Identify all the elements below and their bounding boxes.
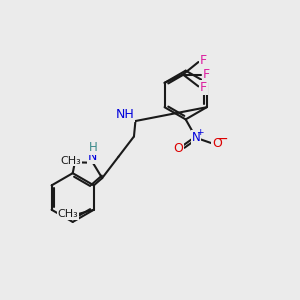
Text: N: N	[192, 131, 200, 144]
Text: N: N	[88, 150, 98, 163]
Text: O: O	[173, 142, 183, 155]
Text: O: O	[212, 137, 222, 150]
Text: F: F	[200, 81, 207, 94]
Text: NH: NH	[116, 108, 134, 121]
Text: CH₃: CH₃	[60, 155, 81, 166]
Text: +: +	[196, 128, 203, 137]
Text: H: H	[88, 141, 97, 154]
Text: F: F	[203, 68, 210, 81]
Text: CH₃: CH₃	[58, 209, 78, 219]
Text: −: −	[217, 132, 229, 146]
Text: F: F	[200, 54, 207, 67]
